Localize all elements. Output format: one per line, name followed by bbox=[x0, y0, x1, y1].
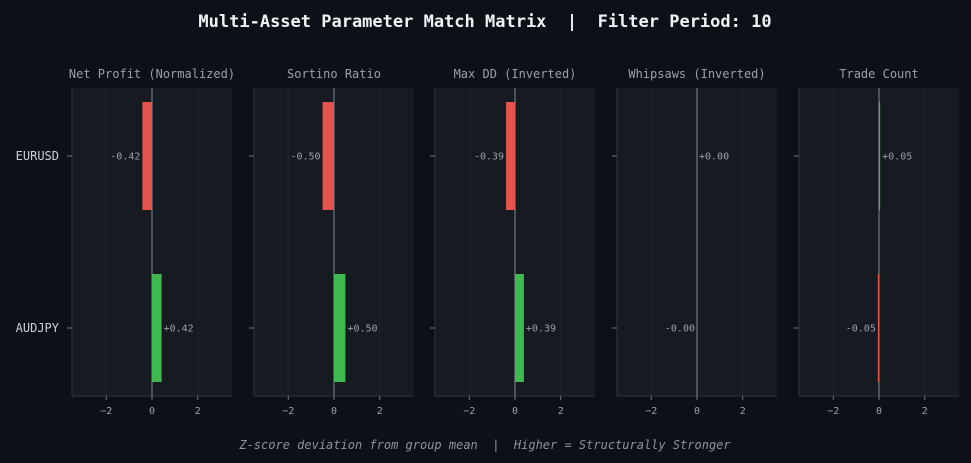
data-label: -0.00 bbox=[665, 324, 695, 335]
category-label: EURUSD bbox=[16, 149, 59, 163]
panel-title: Max DD (Inverted) bbox=[454, 67, 577, 81]
data-label: -0.39 bbox=[474, 152, 504, 163]
data-label: +0.05 bbox=[882, 152, 912, 163]
bar bbox=[879, 102, 881, 210]
x-tick-label: −2 bbox=[827, 406, 839, 417]
x-tick-label: −2 bbox=[645, 406, 657, 417]
x-tick-label: 2 bbox=[377, 406, 383, 417]
panel-title: Net Profit (Normalized) bbox=[69, 67, 235, 81]
panel-title: Sortino Ratio bbox=[287, 67, 381, 81]
x-tick-label: −2 bbox=[100, 406, 112, 417]
data-label: +0.00 bbox=[699, 152, 729, 163]
bar bbox=[152, 274, 162, 382]
x-tick-label: −2 bbox=[282, 406, 294, 417]
category-labels: EURUSD AUDJPY bbox=[16, 149, 60, 335]
panel-3: Whipsaws (Inverted) −2 0 2 +0.00 -0.00 bbox=[612, 67, 777, 417]
data-label: -0.50 bbox=[290, 152, 320, 163]
bar bbox=[877, 274, 879, 382]
data-label: +0.39 bbox=[526, 324, 556, 335]
x-tick-label: 0 bbox=[331, 406, 337, 417]
x-tick-label: 0 bbox=[694, 406, 700, 417]
panel-title: Whipsaws (Inverted) bbox=[628, 67, 765, 81]
x-tick-label: 2 bbox=[922, 406, 928, 417]
x-tick-label: 0 bbox=[876, 406, 882, 417]
data-label: +0.50 bbox=[347, 324, 377, 335]
panel-1: Sortino Ratio −2 0 2 -0.50 +0.50 bbox=[249, 67, 414, 417]
data-label: -0.05 bbox=[846, 324, 876, 335]
x-tick-label: 2 bbox=[558, 406, 564, 417]
panels: Net Profit (Normalized) −2 0 2 -0.42 +0.42 Sor… bbox=[67, 67, 959, 417]
panel-0: Net Profit (Normalized) −2 0 2 -0.42 +0.42 bbox=[67, 67, 235, 417]
bar bbox=[322, 102, 334, 210]
x-tick-label: 2 bbox=[195, 406, 201, 417]
x-tick-label: 2 bbox=[740, 406, 746, 417]
data-label: +0.42 bbox=[164, 324, 194, 335]
bar bbox=[697, 102, 698, 210]
bar bbox=[142, 102, 152, 210]
x-tick-label: 0 bbox=[512, 406, 518, 417]
category-label: AUDJPY bbox=[16, 321, 60, 335]
bar bbox=[697, 274, 698, 382]
panel-title: Trade Count bbox=[839, 67, 918, 81]
bar bbox=[515, 274, 524, 382]
panel-4: Trade Count −2 0 2 +0.05 -0.05 bbox=[794, 67, 959, 417]
chart-footer: Z-score deviation from group mean | High… bbox=[238, 438, 731, 452]
data-label: -0.42 bbox=[110, 152, 140, 163]
chart-title: Multi-Asset Parameter Match Matrix | Fil… bbox=[198, 12, 771, 32]
bar bbox=[506, 102, 515, 210]
x-tick-label: 0 bbox=[149, 406, 155, 417]
panel-2: Max DD (Inverted) −2 0 2 -0.39 +0.39 bbox=[430, 67, 595, 417]
bar bbox=[334, 274, 346, 382]
x-tick-label: −2 bbox=[463, 406, 475, 417]
